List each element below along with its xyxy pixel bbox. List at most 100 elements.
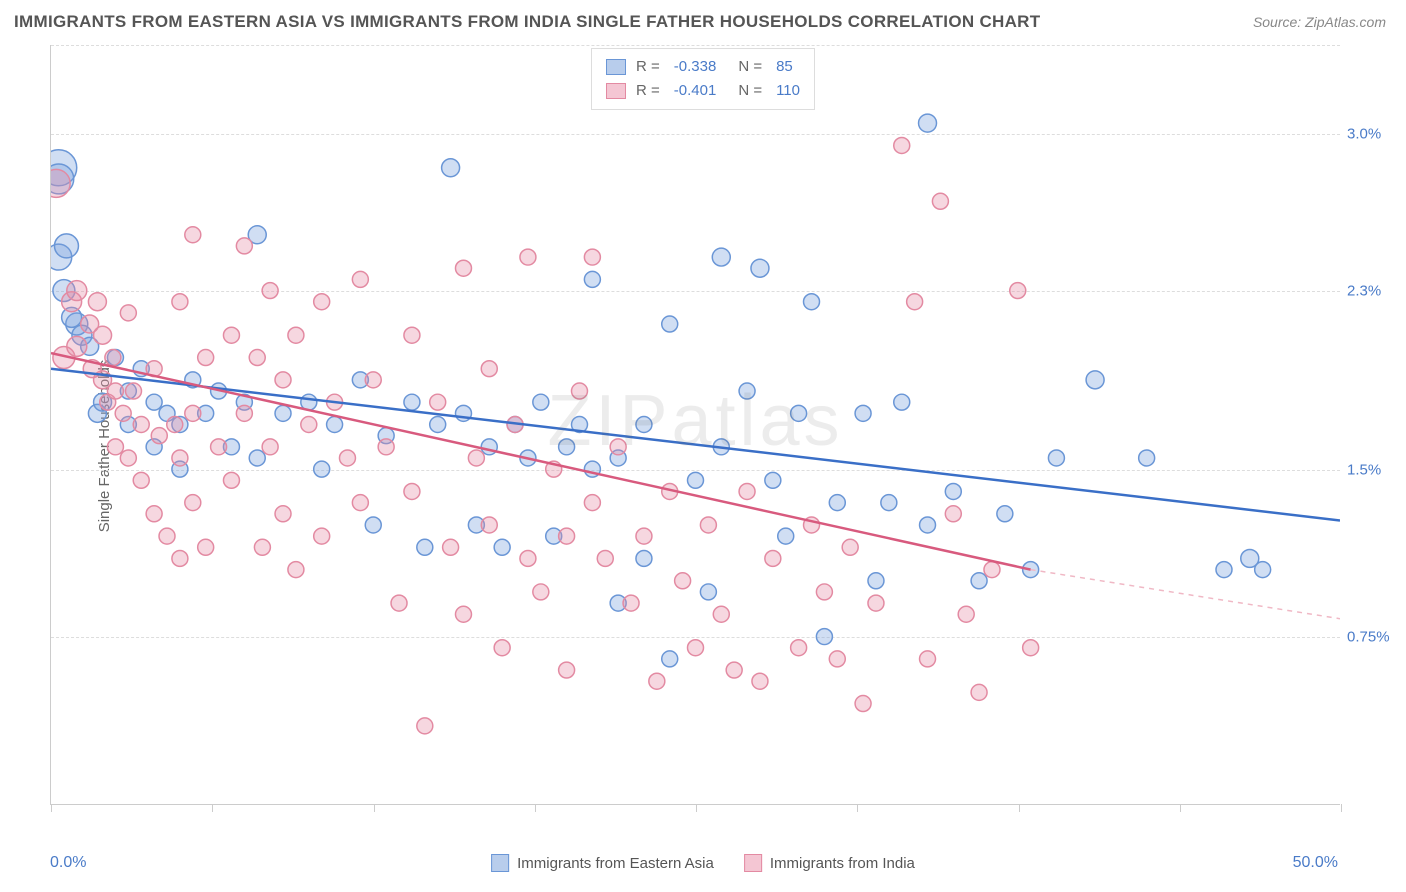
regression-line-extrapolated xyxy=(1031,570,1340,619)
data-point xyxy=(262,283,278,299)
data-point xyxy=(223,472,239,488)
data-point xyxy=(662,651,678,667)
x-tick xyxy=(1180,804,1181,812)
data-point xyxy=(559,439,575,455)
data-point xyxy=(688,472,704,488)
data-point xyxy=(958,606,974,622)
data-point xyxy=(391,595,407,611)
data-point xyxy=(120,450,136,466)
data-point xyxy=(262,439,278,455)
data-point xyxy=(816,584,832,600)
data-point xyxy=(314,294,330,310)
data-point xyxy=(920,651,936,667)
x-tick xyxy=(1341,804,1342,812)
data-point xyxy=(107,439,123,455)
data-point xyxy=(855,696,871,712)
data-point xyxy=(133,417,149,433)
data-point xyxy=(597,550,613,566)
data-point xyxy=(236,238,252,254)
data-point xyxy=(559,662,575,678)
legend-row-series-1: R = -0.338 N = 85 xyxy=(606,55,800,79)
data-point xyxy=(275,506,291,522)
data-point xyxy=(997,506,1013,522)
y-tick-label: 0.75% xyxy=(1347,629,1402,646)
x-axis-max-label: 50.0% xyxy=(1293,854,1338,872)
legend-item-1: Immigrants from Eastern Asia xyxy=(491,854,714,872)
data-point xyxy=(571,383,587,399)
chart-svg xyxy=(51,45,1340,804)
data-point xyxy=(868,573,884,589)
legend-swatch-icon xyxy=(491,854,509,872)
data-point xyxy=(700,517,716,533)
data-point xyxy=(894,394,910,410)
data-point xyxy=(855,405,871,421)
data-point xyxy=(198,539,214,555)
data-point xyxy=(739,383,755,399)
data-point xyxy=(327,417,343,433)
legend-n-label: N = xyxy=(738,79,762,103)
data-point xyxy=(494,640,510,656)
data-point xyxy=(1216,562,1232,578)
regression-line xyxy=(51,369,1340,521)
data-point xyxy=(159,528,175,544)
data-point xyxy=(365,517,381,533)
data-point xyxy=(829,651,845,667)
data-point xyxy=(816,629,832,645)
data-point xyxy=(636,550,652,566)
data-point xyxy=(185,495,201,511)
data-point xyxy=(778,528,794,544)
data-point xyxy=(1255,562,1271,578)
data-point xyxy=(185,405,201,421)
data-point xyxy=(675,573,691,589)
data-point xyxy=(1010,283,1026,299)
data-point xyxy=(107,383,123,399)
data-point xyxy=(533,394,549,410)
data-point xyxy=(198,350,214,366)
data-point xyxy=(378,439,394,455)
data-point xyxy=(791,405,807,421)
legend-swatch-2 xyxy=(606,83,626,99)
data-point xyxy=(417,718,433,734)
x-tick xyxy=(374,804,375,812)
data-point xyxy=(430,417,446,433)
legend-r-label: R = xyxy=(636,79,660,103)
data-point xyxy=(481,517,497,533)
data-point xyxy=(249,450,265,466)
legend-n-value-2: 110 xyxy=(776,79,800,103)
data-point xyxy=(146,506,162,522)
data-point xyxy=(700,584,716,600)
data-point xyxy=(765,472,781,488)
data-point xyxy=(726,662,742,678)
source-attribution: Source: ZipAtlas.com xyxy=(1253,14,1386,30)
data-point xyxy=(167,417,183,433)
data-point xyxy=(533,584,549,600)
plot-area: ZIPatlas 0.75%1.5%2.3%3.0% xyxy=(50,45,1340,805)
data-point xyxy=(662,316,678,332)
data-point xyxy=(404,394,420,410)
data-point xyxy=(455,260,471,276)
legend-item-2: Immigrants from India xyxy=(744,854,915,872)
data-point xyxy=(126,383,142,399)
data-point xyxy=(249,350,265,366)
legend-swatch-icon xyxy=(744,854,762,872)
data-point xyxy=(211,439,227,455)
data-point xyxy=(430,394,446,410)
data-point xyxy=(559,528,575,544)
data-point xyxy=(945,506,961,522)
data-point xyxy=(115,405,131,421)
data-point xyxy=(1023,640,1039,656)
data-point xyxy=(339,450,355,466)
data-point xyxy=(868,595,884,611)
data-point xyxy=(881,495,897,511)
data-point xyxy=(584,249,600,265)
x-tick xyxy=(1019,804,1020,812)
data-point xyxy=(172,294,188,310)
legend-row-series-2: R = -0.401 N = 110 xyxy=(606,79,800,103)
legend-label-2: Immigrants from India xyxy=(770,855,915,872)
data-point xyxy=(146,394,162,410)
data-point xyxy=(584,495,600,511)
data-point xyxy=(751,259,769,277)
data-point xyxy=(481,361,497,377)
data-point xyxy=(417,539,433,555)
data-point xyxy=(712,248,730,266)
